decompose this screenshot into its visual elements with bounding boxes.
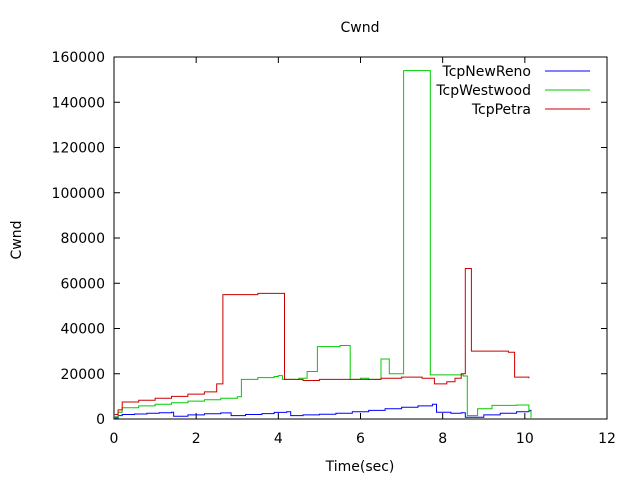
y-tick-label: 120000 — [52, 141, 105, 157]
y-tick-label: 60000 — [60, 276, 105, 292]
legend-label-tcppetra: TcpPetra — [471, 102, 531, 118]
y-tick-label: 0 — [96, 412, 105, 428]
y-tick-label: 100000 — [52, 186, 105, 202]
plot-frame — [113, 56, 608, 420]
chart-title: Cwnd — [341, 20, 380, 36]
y-tick-label: 80000 — [60, 231, 105, 247]
x-axis-label: Time(sec) — [325, 459, 395, 475]
axis-ticks: 0 2 4 6 8 10 12 0 20000 40000 60000 80000 100000 1200… — [52, 50, 616, 447]
y-tick-label: 40000 — [60, 322, 105, 338]
series-line-tcpnewreno — [114, 403, 532, 419]
legend: TcpNewReno TcpWestwood TcpPetra — [435, 64, 590, 118]
x-tick-label: 6 — [356, 431, 365, 447]
x-tick-label: 10 — [516, 431, 534, 447]
legend-label-tcpnewreno: TcpNewReno — [442, 64, 531, 80]
y-axis-label: Cwnd — [9, 221, 25, 260]
x-tick-label: 4 — [274, 431, 283, 447]
x-tick-label: 2 — [192, 431, 201, 447]
series-lines — [114, 70, 532, 419]
x-tick-label: 8 — [438, 431, 447, 447]
y-tick-label: 160000 — [52, 50, 105, 66]
legend-label-tcpwestwood: TcpWestwood — [435, 83, 531, 99]
series-line-tcppetra — [114, 268, 530, 415]
x-tick-label: 0 — [110, 431, 119, 447]
x-tick-label: 12 — [598, 431, 616, 447]
y-tick-label: 20000 — [60, 367, 105, 383]
series-line-tcpwestwood — [114, 70, 532, 418]
y-tick-label: 140000 — [52, 95, 105, 111]
